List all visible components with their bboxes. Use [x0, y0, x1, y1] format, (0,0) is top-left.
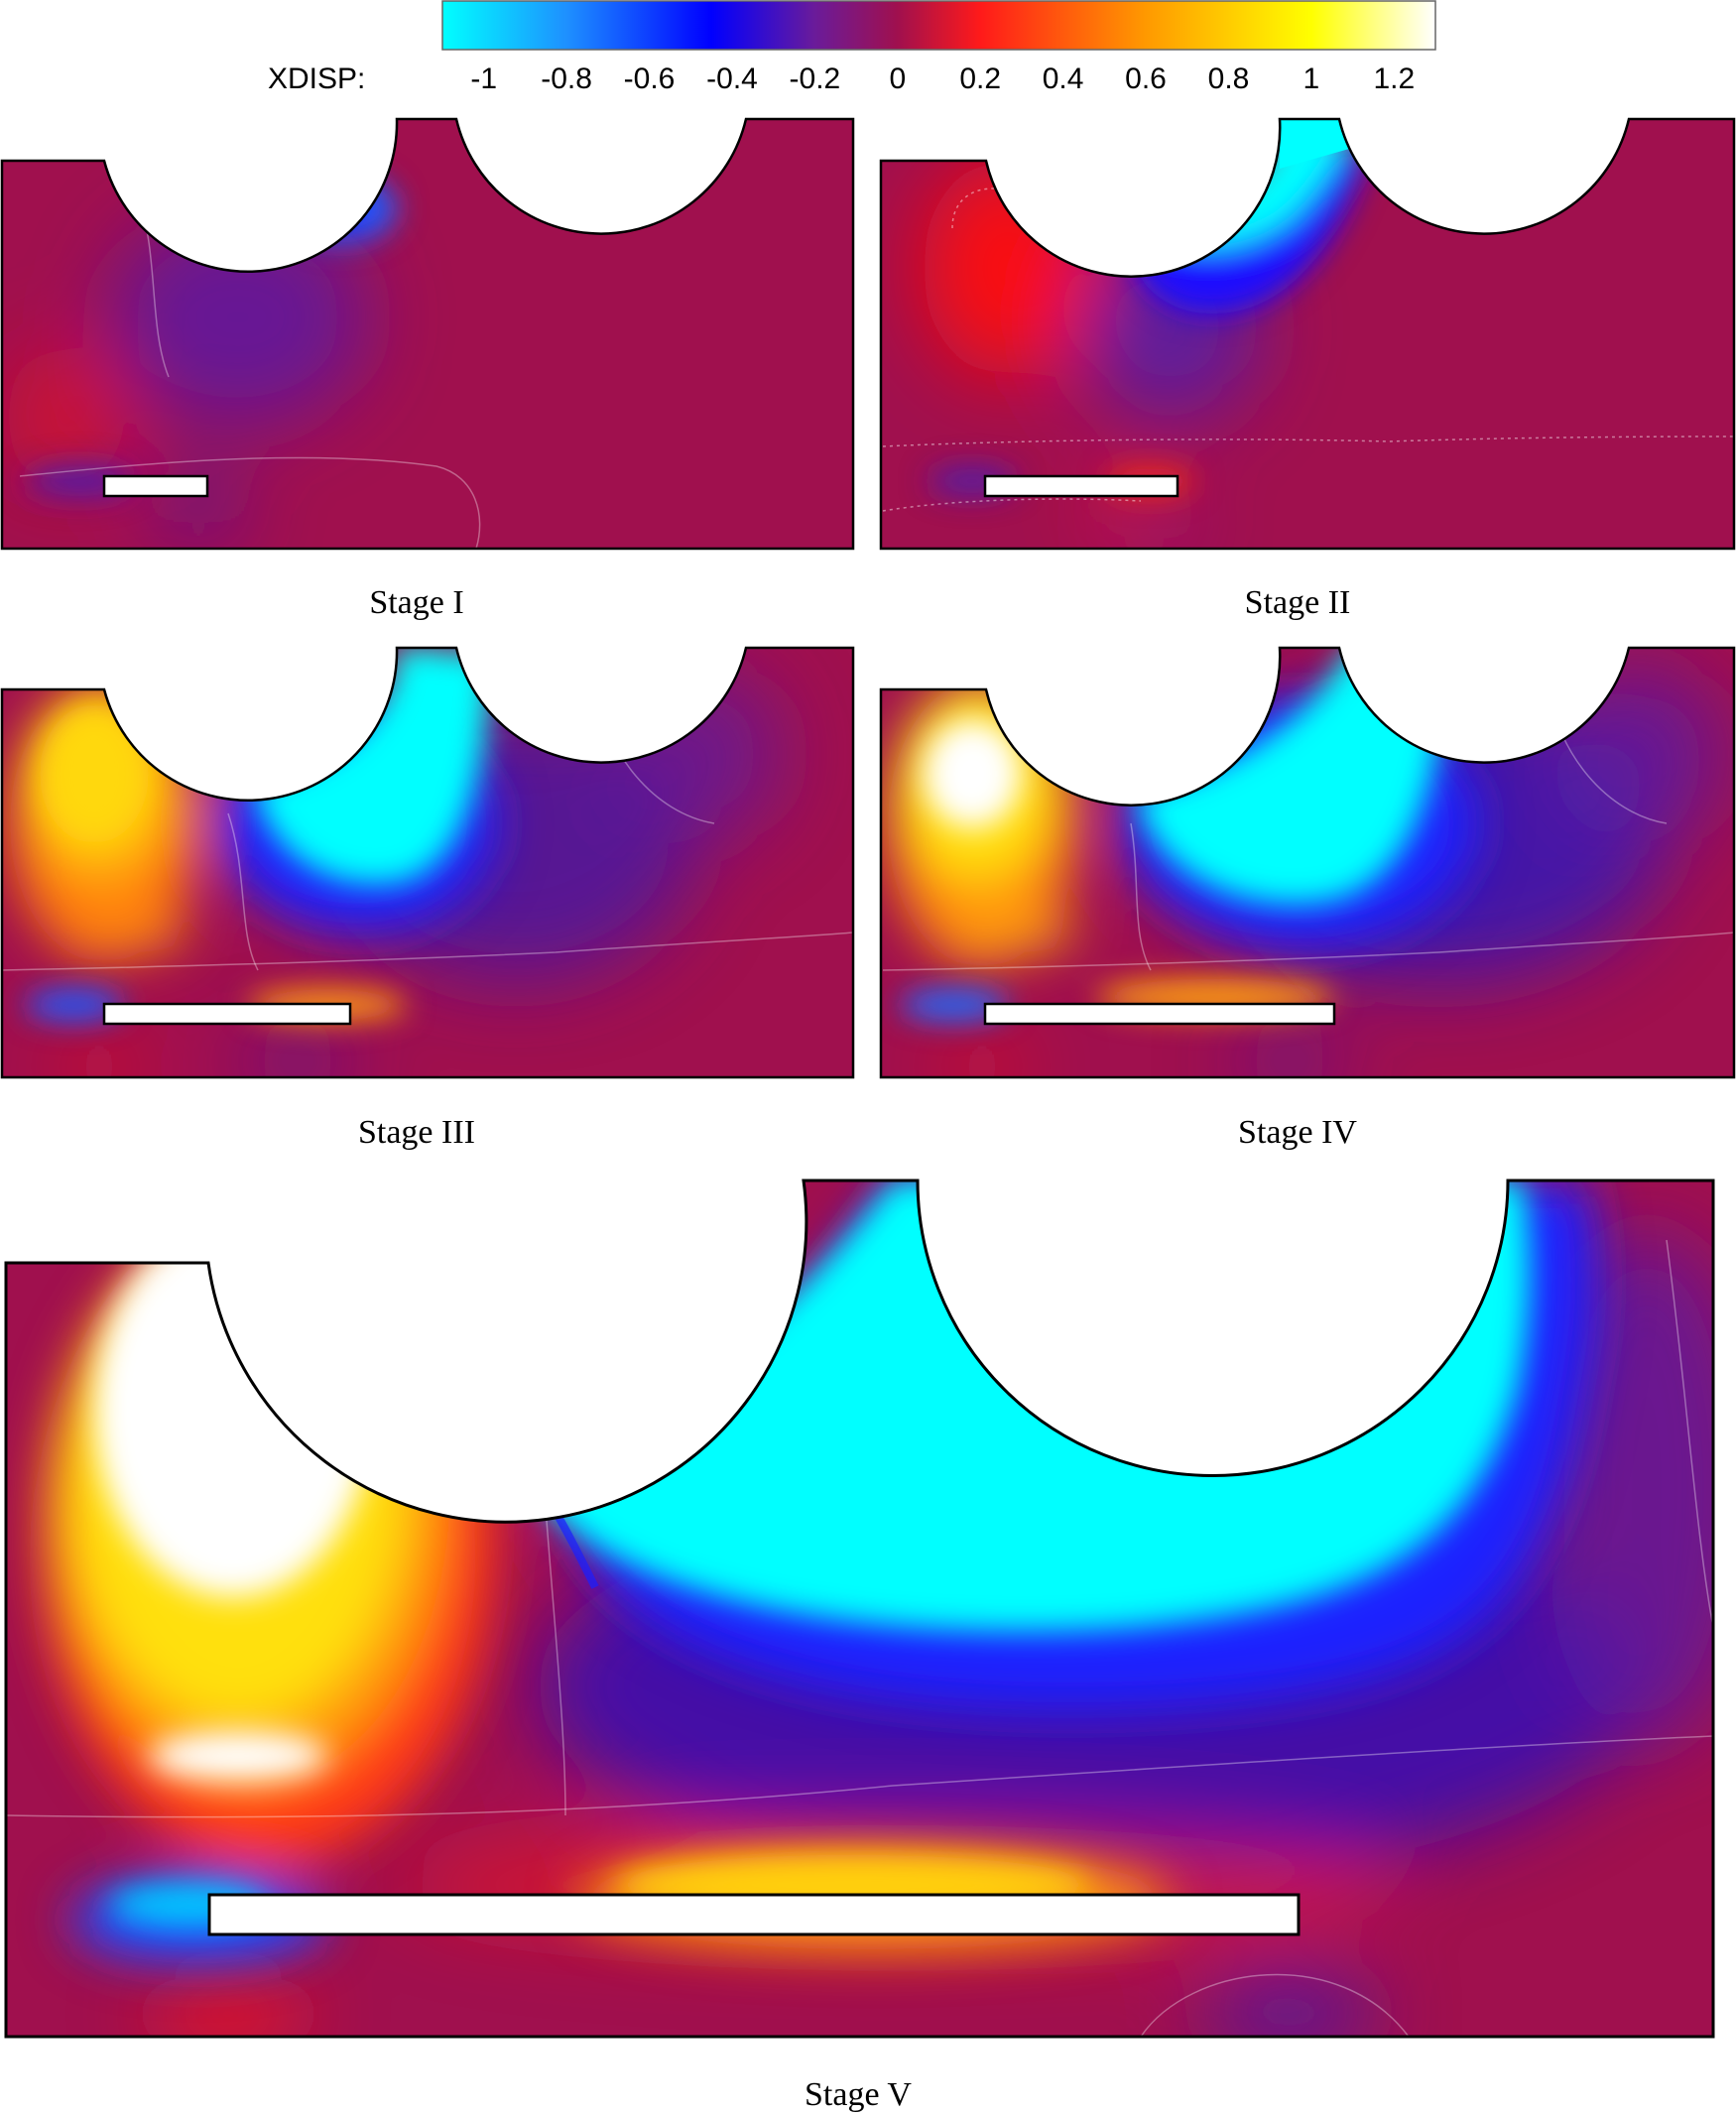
stage-3-crack-insert	[102, 1002, 352, 1026]
stage-2-plot	[879, 117, 1736, 551]
stage-4-caption: Stage IV	[1238, 1114, 1357, 1151]
colorbar-tick-label: 0.8	[1208, 62, 1250, 95]
colorbar-tick-label: -0.2	[790, 62, 841, 95]
stage-2-outline	[879, 117, 1736, 551]
stage-5-outline	[4, 1179, 1715, 2039]
stage-2-caption: Stage II	[1245, 584, 1351, 621]
stage-3-caption: Stage III	[358, 1114, 475, 1151]
colorbar-tick-label: 0.6	[1125, 62, 1167, 95]
colorbar-tick-label: 0	[889, 62, 906, 95]
colorbar-tick-label: 0.4	[1043, 62, 1084, 95]
colorbar-variable-label: XDISP:	[268, 62, 365, 95]
colorbar: XDISP: -1 -0.8 -0.6 -0.4 -0.2 0 0.2 0.4 0.6 0.8 1 1…	[268, 0, 1436, 95]
stage-3-plot	[0, 646, 855, 1079]
colorbar-tick-label: -1	[470, 62, 497, 95]
stage-4-plot	[879, 646, 1736, 1079]
stage-1-crack-insert	[102, 474, 209, 498]
stage-4-outline	[879, 646, 1736, 1079]
colorbar-gradient-bar	[441, 0, 1436, 51]
colorbar-tick-label: -0.8	[541, 62, 592, 95]
stage-1-caption: Stage I	[369, 584, 463, 621]
stage-1-outline	[0, 117, 855, 551]
colorbar-tick-label: -0.6	[624, 62, 676, 95]
colorbar-tick-label: 1.2	[1373, 62, 1415, 95]
colorbar-tick-label: -0.4	[706, 62, 758, 95]
stage-5-plot	[4, 1179, 1715, 2039]
stage-1-plot	[0, 117, 855, 551]
stage-5-caption: Stage V	[805, 2076, 912, 2113]
colorbar-tick-label: 0.2	[959, 62, 1001, 95]
stage-2-crack-insert	[983, 474, 1179, 498]
stage-3-outline	[0, 646, 855, 1079]
stage-4-crack-insert	[983, 1002, 1336, 1026]
stage-5-crack-insert	[207, 1893, 1301, 1936]
colorbar-tick-labels: -1 -0.8 -0.6 -0.4 -0.2 0 0.2 0.4 0.6 0.8 1 1.2	[470, 62, 1415, 95]
colorbar-tick-label: 1	[1303, 62, 1320, 95]
